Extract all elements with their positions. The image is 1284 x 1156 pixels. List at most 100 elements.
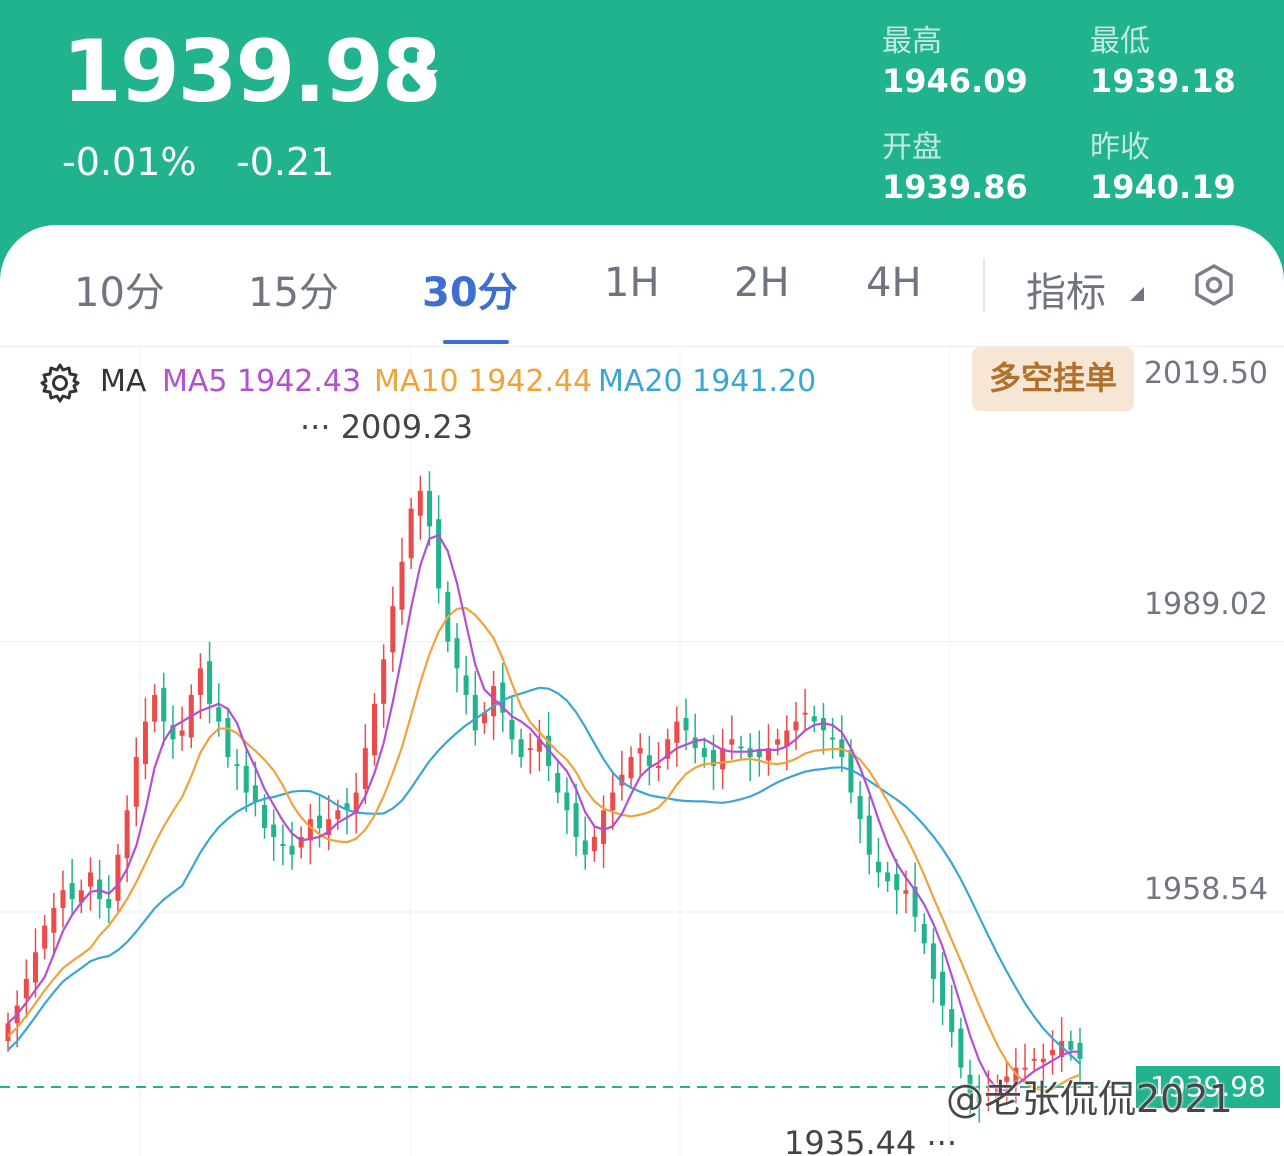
candle-body — [1022, 1067, 1028, 1070]
candle-body — [555, 773, 561, 793]
candle-body — [344, 803, 350, 811]
high-value: 1946.09 — [882, 62, 1028, 100]
candle-body — [23, 978, 29, 999]
candle-body — [289, 845, 295, 855]
candle-body — [1040, 1058, 1046, 1063]
tab-divider — [983, 258, 985, 312]
candle-body — [436, 519, 442, 589]
ma5-line — [7, 533, 1080, 1092]
candle-body — [243, 765, 249, 793]
tab-30min[interactable]: 30分 — [422, 270, 518, 316]
active-tab-indicator — [443, 340, 509, 344]
candle-body — [582, 840, 588, 855]
candle-body — [875, 861, 881, 873]
candle-body — [317, 815, 323, 829]
candle-body — [802, 712, 808, 715]
candle-body — [674, 721, 680, 743]
candle-body — [280, 844, 286, 847]
tab-15min[interactable]: 15分 — [248, 270, 339, 316]
tab-10min[interactable]: 10分 — [74, 270, 165, 316]
candle-body — [509, 719, 515, 740]
tab-2h[interactable]: 2H — [734, 260, 790, 306]
candle-body — [885, 872, 891, 882]
candle-body — [921, 923, 927, 944]
candle-body — [417, 490, 423, 516]
candle-body — [152, 694, 158, 722]
prev-close-label: 昨收 — [1090, 130, 1150, 165]
candle-body — [683, 717, 689, 731]
candle-body — [106, 899, 112, 908]
candle-body — [390, 606, 396, 653]
candle-body — [5, 1023, 11, 1042]
change-percent: -0.01% — [62, 140, 197, 184]
candle-body — [298, 836, 304, 848]
candle-body — [1059, 1041, 1065, 1058]
low-annotation-value: 1935.44 — [784, 1124, 917, 1156]
candle-body — [857, 796, 863, 820]
candle-body — [197, 668, 203, 695]
candle-body — [353, 792, 359, 814]
candle-body — [976, 1094, 982, 1104]
legend-ma20: MA20 1941.20 — [598, 364, 817, 399]
candle-body — [271, 824, 277, 837]
candle-body — [115, 854, 121, 901]
candle-body — [958, 1028, 964, 1068]
candle-body — [133, 757, 139, 807]
candle-body — [656, 765, 662, 768]
arrow-down-icon — [406, 52, 438, 88]
candle-body — [142, 721, 148, 765]
candle-body — [262, 804, 268, 829]
candle-body — [903, 890, 909, 894]
candle-body — [234, 764, 240, 767]
long-short-order-button[interactable]: 多空挂单 — [972, 347, 1134, 411]
candle-body — [326, 819, 332, 836]
candle-body — [775, 739, 781, 745]
candle-body — [710, 749, 717, 766]
candle-body — [912, 886, 918, 917]
low-annotation: 1935.44 ··· — [784, 1124, 957, 1156]
current-price-tag: 1939.98 — [1136, 1066, 1280, 1108]
candle-body — [701, 748, 707, 758]
candle-body — [949, 1009, 955, 1033]
low-value: 1939.18 — [1090, 62, 1236, 100]
candle-body — [967, 1074, 973, 1095]
hexagon-settings-icon[interactable] — [1192, 263, 1236, 307]
candle-body — [472, 694, 478, 731]
yaxis-label-top: 2019.50 — [1143, 356, 1268, 391]
prev-close-value: 1940.19 — [1090, 168, 1236, 206]
candle-body — [573, 803, 579, 837]
candle-body — [1049, 1049, 1056, 1056]
candle-body — [1004, 1076, 1010, 1082]
candle-body — [692, 737, 698, 749]
candle-body — [848, 749, 854, 793]
candle-body — [216, 707, 222, 722]
candle-body — [738, 746, 744, 749]
tab-4h[interactable]: 4H — [866, 260, 922, 306]
candle-body — [784, 730, 790, 747]
candlestick-chart[interactable] — [0, 347, 1284, 1156]
candle-body — [930, 943, 936, 979]
candle-body — [371, 703, 378, 756]
candle-body — [60, 890, 66, 908]
indicator-dropdown[interactable]: 指标 — [1026, 270, 1106, 316]
ma-lines — [7, 533, 1081, 1092]
candle-body — [536, 739, 542, 752]
candle-body — [830, 737, 836, 740]
open-label: 开盘 — [882, 130, 942, 165]
candle-body — [601, 810, 607, 845]
gear-icon[interactable] — [38, 361, 82, 405]
candle-body — [646, 755, 652, 766]
candle-body — [179, 730, 185, 736]
candle-body — [454, 638, 460, 669]
candle-body — [32, 952, 39, 983]
candle-body — [408, 508, 414, 559]
change-amount: -0.21 — [236, 140, 335, 184]
tab-1h[interactable]: 1H — [604, 260, 660, 306]
legend-ma10: MA10 1942.44 — [374, 364, 593, 399]
candle-body — [51, 907, 57, 933]
candle-body — [399, 561, 405, 610]
low-label: 最低 — [1090, 24, 1150, 59]
yaxis-label-mid: 1989.02 — [1143, 587, 1268, 622]
candle-body — [637, 748, 643, 754]
high-annotation-dots: ··· — [300, 408, 331, 446]
